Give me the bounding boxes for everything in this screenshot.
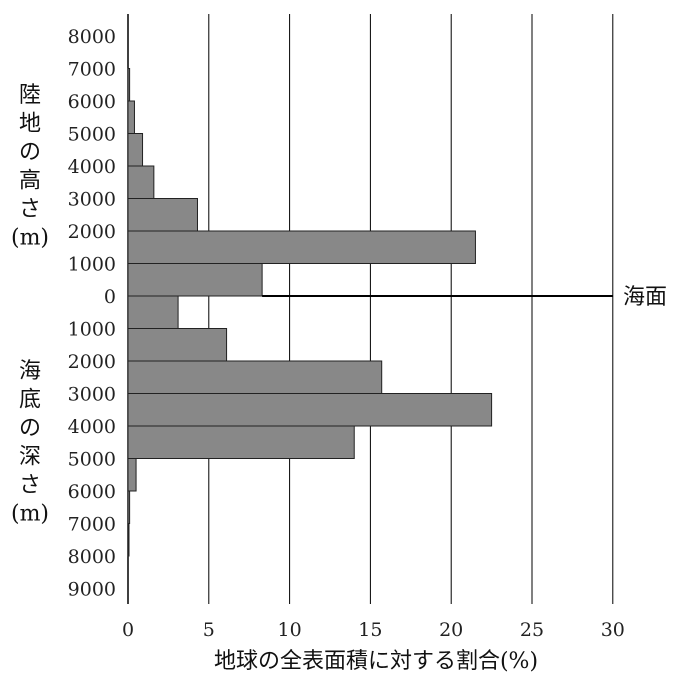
x-tick-label: 25 [520, 619, 544, 641]
side-label-char: 深 [19, 445, 41, 470]
y-tick-label: 7000 [68, 514, 116, 536]
x-tick-label: 30 [601, 619, 625, 641]
bar [127, 133, 144, 167]
x-axis-title: 地球の全表面積に対する割合(%) [214, 649, 538, 674]
y-tick-label: 3000 [68, 384, 116, 406]
x-tick-label: 0 [122, 619, 134, 641]
side-label-char: の [19, 140, 41, 165]
side-label-char: 陸 [19, 83, 41, 108]
x-tick-label: 10 [278, 619, 302, 641]
bar [127, 295, 179, 329]
bar [127, 523, 130, 557]
side-label-char: さ [19, 197, 41, 222]
y-tick-label: 8000 [68, 546, 116, 568]
sea-level-label: 海面 [623, 285, 667, 310]
bar [127, 230, 476, 264]
side-label-char: (m) [11, 502, 49, 527]
side-label-char: 地 [19, 112, 41, 137]
bar [127, 68, 131, 102]
side-label-char: 高 [19, 169, 41, 194]
y-tick-label: 8000 [68, 26, 116, 48]
y-tick-label: 9000 [68, 579, 116, 601]
bar [127, 425, 355, 459]
bar [127, 490, 131, 524]
x-tick-label: 20 [439, 619, 463, 641]
bar [127, 328, 228, 362]
bar [127, 393, 493, 427]
x-tick-label: 5 [203, 619, 215, 641]
x-tick-label: 15 [358, 619, 382, 641]
y-tick-label: 1000 [68, 254, 116, 276]
y-tick-label: 4000 [68, 416, 116, 438]
y-tick-label: 1000 [68, 319, 116, 341]
side-label-char: さ [19, 473, 41, 498]
y-tick-label: 4000 [68, 156, 116, 178]
y-tick-label: 6000 [68, 91, 116, 113]
bar [127, 458, 137, 492]
y-tick-label: 7000 [68, 59, 116, 81]
bar [127, 100, 135, 134]
side-label-char: (m) [11, 226, 49, 251]
side-label-char: 底 [19, 388, 41, 413]
y-tick-label: 2000 [68, 351, 116, 373]
y-tick-label: 5000 [68, 449, 116, 471]
y-tick-labels: 8000 7000 6000 5000 4000 3000 2000 1000 0 1000 200… [68, 26, 116, 601]
y-tick-label: 6000 [68, 481, 116, 503]
y-tick-label: 3000 [68, 189, 116, 211]
y-tick-label: 5000 [68, 124, 116, 146]
gridlines [127, 14, 614, 604]
bar [127, 165, 155, 199]
side-label-char: 海 [19, 359, 41, 384]
bar [127, 198, 198, 232]
side-label-char: の [19, 416, 41, 441]
x-tick-labels: 0 5 10 15 20 25 30 [122, 619, 625, 641]
bar [127, 360, 383, 394]
bars [127, 68, 493, 557]
bar [127, 263, 263, 297]
y-tick-label: 0 [104, 286, 116, 308]
y-tick-label: 2000 [68, 221, 116, 243]
